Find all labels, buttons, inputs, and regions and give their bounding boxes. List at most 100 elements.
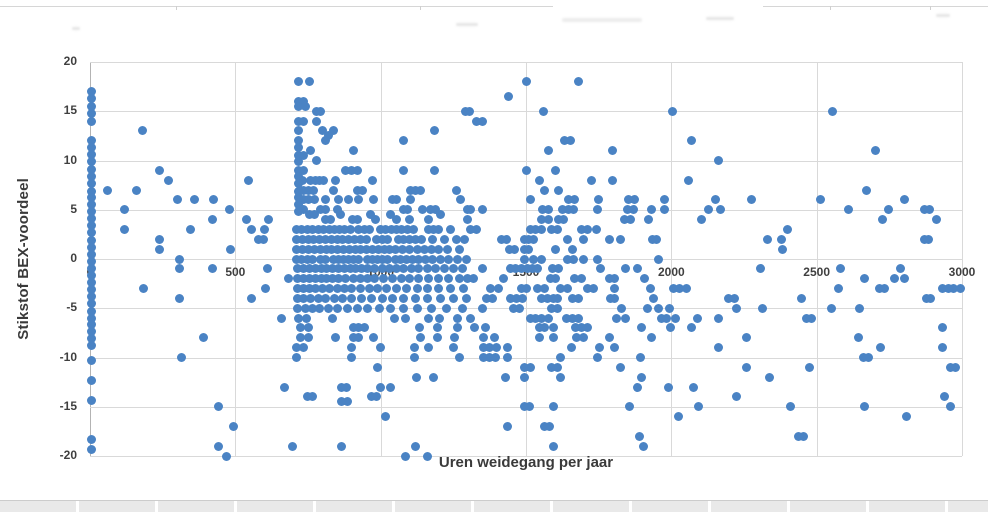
data-point (553, 293, 563, 303)
data-point (615, 234, 625, 244)
data-point (298, 205, 308, 215)
data-point (120, 205, 130, 215)
data-point (86, 150, 96, 160)
data-point (448, 343, 458, 353)
data-point (522, 284, 532, 294)
data-point (626, 215, 636, 225)
data-point (669, 284, 679, 294)
data-point (412, 284, 422, 294)
data-point (86, 257, 96, 267)
data-point (470, 323, 480, 333)
data-point (313, 293, 323, 303)
data-point (384, 264, 394, 274)
data-point (534, 175, 544, 185)
data-point (435, 313, 445, 323)
data-point (288, 441, 298, 451)
data-point (352, 215, 362, 225)
data-point (328, 274, 338, 284)
data-point (434, 244, 444, 254)
data-point (386, 210, 396, 220)
data-point (342, 382, 352, 392)
data-point (294, 156, 304, 166)
data-point (604, 234, 614, 244)
data-point (311, 116, 321, 126)
data-point (665, 303, 675, 313)
data-point (349, 323, 359, 333)
data-point (804, 362, 814, 372)
data-point (86, 207, 96, 217)
data-point (376, 382, 386, 392)
data-point (401, 451, 411, 461)
data-point (294, 313, 304, 323)
data-point (430, 126, 440, 136)
data-point (571, 323, 581, 333)
data-point (86, 178, 96, 188)
data-point (86, 136, 96, 146)
data-point (264, 215, 274, 225)
data-point (566, 343, 576, 353)
data-point (354, 195, 364, 205)
data-point (411, 234, 421, 244)
data-point (486, 284, 496, 294)
data-point (367, 293, 377, 303)
data-point (456, 195, 466, 205)
data-point (525, 224, 535, 234)
data-point (338, 293, 348, 303)
data-point (319, 224, 329, 234)
data-point (629, 195, 639, 205)
data-point (368, 333, 378, 343)
data-point (635, 431, 645, 441)
data-point (332, 284, 342, 294)
data-point (332, 303, 342, 313)
data-point (441, 303, 451, 313)
data-point (303, 234, 313, 244)
data-point (452, 323, 462, 333)
data-point (632, 382, 642, 392)
data-point (355, 274, 365, 284)
data-point (332, 234, 342, 244)
data-point (939, 392, 949, 402)
data-point (320, 254, 330, 264)
data-point (747, 195, 757, 205)
data-point (430, 165, 440, 175)
data-point (716, 205, 726, 215)
data-point (444, 274, 454, 284)
data-point (573, 313, 583, 323)
data-point (674, 412, 684, 422)
data-point (315, 106, 325, 116)
data-point (320, 234, 330, 244)
data-point (246, 293, 256, 303)
data-point (523, 264, 533, 274)
data-point (757, 303, 767, 313)
data-point (86, 242, 96, 252)
data-point (434, 274, 444, 284)
data-point (392, 215, 402, 225)
data-point (329, 293, 339, 303)
data-point (531, 224, 541, 234)
data-point (412, 303, 422, 313)
data-point (662, 313, 672, 323)
data-point (335, 224, 345, 234)
data-point (431, 264, 441, 274)
data-point (943, 284, 953, 294)
data-point (298, 175, 308, 185)
data-point (311, 156, 321, 165)
data-point (429, 372, 439, 382)
data-point (558, 205, 568, 215)
data-point (729, 293, 739, 303)
data-point (327, 244, 337, 254)
data-point (543, 146, 553, 156)
data-point (433, 333, 443, 343)
data-point (583, 284, 593, 294)
data-point (137, 126, 147, 136)
data-point (704, 205, 714, 215)
data-point (583, 323, 593, 333)
data-point (414, 323, 424, 333)
data-point (399, 136, 409, 146)
data-point (418, 205, 428, 215)
data-point (304, 323, 314, 333)
data-point (309, 210, 319, 220)
data-point (536, 293, 546, 303)
data-point (86, 298, 96, 308)
data-point (326, 234, 336, 244)
